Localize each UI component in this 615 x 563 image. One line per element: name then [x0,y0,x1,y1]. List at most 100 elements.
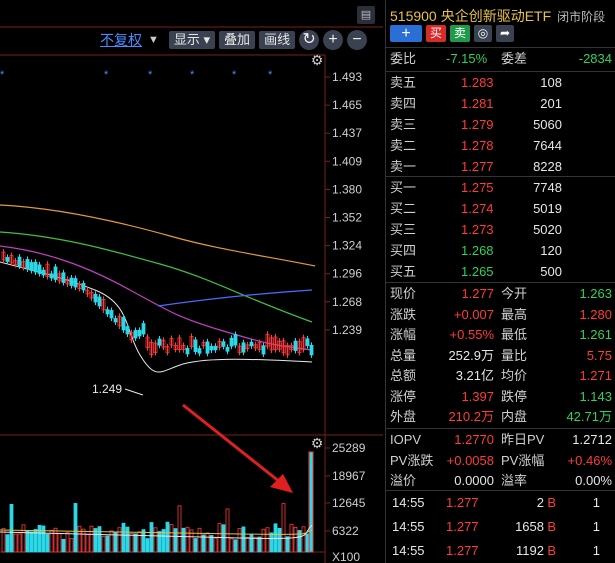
candle [269,337,274,351]
volume-bar [105,535,110,553]
list-item: 溢价 0.0000 溢率 0.00% [386,471,614,491]
volume-bar [149,522,154,553]
volume-bar [213,537,218,553]
kline-chart-area[interactable]: 1.493 1.465 1.437 1.409 1.380 1.352 1.324 1.296… [0,0,383,563]
stat-label: 量比 [501,347,528,363]
market-status: 闭市阶段 [557,10,606,24]
candle [285,345,290,356]
volume-bar [189,529,194,553]
candle [225,346,230,352]
volume-bar [17,533,22,553]
buy-button[interactable]: 买 [426,25,446,42]
level-label: 买三 [390,222,417,237]
zoom-in-button[interactable]: + [323,30,344,50]
display-button[interactable]: 显示 ▾ [168,31,216,49]
level-volume: 201 [540,96,562,111]
candle [185,347,190,355]
candle [293,340,298,351]
candle [217,340,222,348]
price-chart-gear-icon[interactable]: ⚙ [310,52,324,68]
adjust-dropdown-icon[interactable]: ▼ [148,34,159,46]
level-price: 1.268 [461,243,494,258]
price-axis-label: 1.296 [332,267,362,281]
volume-bar [277,527,282,553]
volume-bar [25,530,30,553]
table-row[interactable]: 14:55 1.277 1658 B 1 [386,517,614,537]
divider [386,282,615,283]
stat-value: 1.397 [461,388,494,404]
stat-label: 外盘 [390,409,417,424]
list-item: 涨幅 +0.55% 最低 1.261 [386,325,614,345]
alert-icon[interactable]: ◎ [474,25,492,42]
level-price: 1.273 [461,222,494,237]
tick-time: 14:55 [392,543,425,558]
level-volume: 8228 [533,159,562,174]
candle [69,277,74,286]
volume-bar [21,524,26,553]
candle [125,326,130,335]
candle [253,344,258,349]
volume-bar [181,527,186,553]
level-price: 1.277 [461,159,494,174]
refresh-icon[interactable]: ↻ [299,30,320,50]
price-axis-label: 1.437 [332,126,362,140]
low-price-marker: 1.249 [92,382,122,396]
window-menu-button[interactable]: ▤ [357,6,375,24]
candle [105,309,110,315]
volume-bar [137,531,142,553]
overlay-button[interactable]: 叠加 [219,31,256,49]
candle [73,278,78,288]
candle [33,261,38,273]
list-item: 外盘 210.2万 内盘 42.71万 [386,407,614,427]
list-item: 涨停 1.397 跌停 1.143 [386,387,614,407]
stat-value: 1.143 [579,388,612,404]
volume-bar [209,535,214,553]
level-price: 1.275 [461,180,494,195]
level-label: 买二 [390,201,417,216]
candle [197,348,202,354]
candle [173,345,178,350]
table-row[interactable]: 14:55 1.277 1192 B 1 [386,541,614,561]
candle [201,342,206,347]
candle [129,332,134,341]
level-volume: 5019 [533,201,562,216]
event-marker-icon: * [232,69,237,81]
candle [145,336,150,349]
candle [265,333,270,347]
price-axis-label: 1.239 [332,323,362,337]
list-item: 卖三 1.279 5060 [386,115,614,135]
table-row[interactable]: 14:55 1.277 2 B 1 [386,493,614,513]
volume-axis-label: 12645 [332,496,366,510]
stat-value: +0.0058 [446,452,494,468]
volume-bar [157,531,162,553]
volume-bar [9,504,14,553]
volume-bar [185,526,190,553]
sell-button[interactable]: 卖 [450,25,470,42]
candle [257,342,262,350]
volume-chart-gear-icon[interactable]: ⚙ [310,435,324,451]
volume-bar [113,532,118,553]
zoom-out-button[interactable]: − [347,30,368,50]
add-watchlist-button[interactable]: + [390,25,422,42]
display-label: 显示 [173,32,200,47]
candle [297,341,302,353]
volume-bar [69,538,74,553]
trade-actions: + 买 卖 ◎ ➦ [390,25,514,42]
annotation-arrow-head-icon [270,474,293,493]
price-axis-label: 1.493 [332,70,362,84]
kline-chart-canvas[interactable]: 1.493 1.465 1.437 1.409 1.380 1.352 1.324 1.296… [0,0,383,563]
volume-bar [13,533,18,553]
adjust-mode-link[interactable]: 不复权 [100,32,142,48]
share-icon[interactable]: ➦ [496,25,514,42]
candle [25,259,30,270]
ma-purple-line [0,245,313,351]
candle [53,266,58,280]
candle [121,317,126,331]
volume-bar [201,534,206,553]
security-code: 515900 [390,8,437,24]
weicha-value: -2834 [578,51,612,66]
level-price: 1.283 [461,75,494,90]
draw-line-button[interactable]: 画线 [259,31,296,49]
tick-time: 14:55 [392,519,425,534]
tick-volume: 1192 [516,543,544,558]
